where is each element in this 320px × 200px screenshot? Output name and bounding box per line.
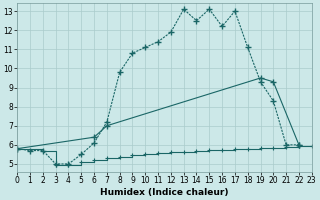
X-axis label: Humidex (Indice chaleur): Humidex (Indice chaleur) [100,188,229,197]
